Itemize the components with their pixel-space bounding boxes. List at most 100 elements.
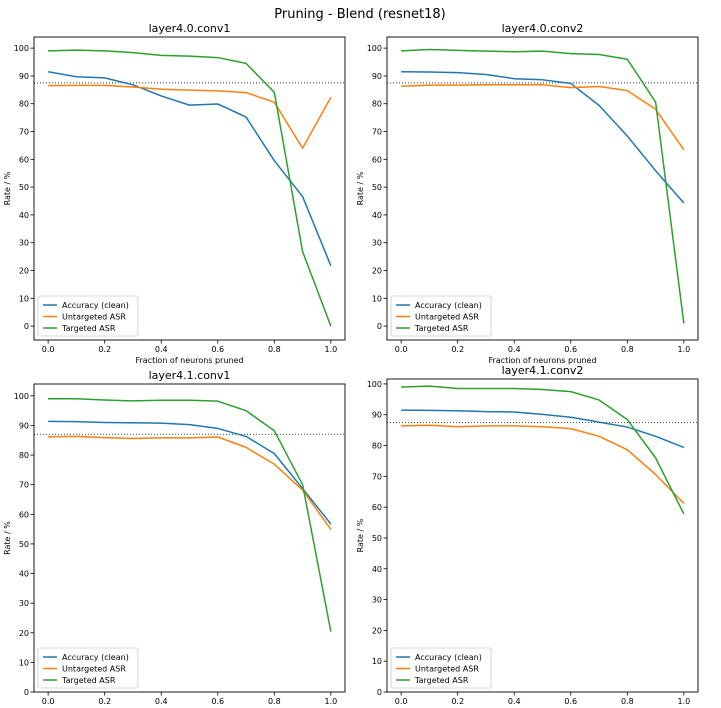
legend-entry: Targeted ASR [61, 676, 116, 685]
legend-box [390, 647, 492, 689]
y-tick-label: 20 [372, 267, 382, 276]
legend-entry: Untargeted ASR [415, 665, 479, 674]
x-tick-label: 0.2 [451, 345, 464, 354]
chart-panel-4: layer4.1.conv2 0.0 0.2 0.4 0.6 0.8 1.0 0 10 20 30 4… [356, 364, 699, 706]
series-line-3 [401, 385, 685, 515]
y-tick-label: 10 [19, 294, 29, 303]
legend-entry: Targeted ASR [414, 676, 469, 685]
y-tick-label: 70 [19, 481, 29, 490]
y-tick-label: 70 [372, 472, 382, 481]
legend-entry: Targeted ASR [414, 324, 469, 333]
legend-box [37, 295, 139, 337]
x-tick-label: 0.6 [211, 697, 224, 706]
axes-frame [33, 383, 346, 693]
chart-title: layer4.0.conv2 [502, 22, 584, 35]
y-tick-label: 60 [19, 155, 29, 164]
y-tick-label: 80 [19, 451, 29, 460]
y-tick-label: 40 [372, 211, 382, 220]
y-tick-label: 60 [19, 510, 29, 519]
x-tick-label: 0.6 [211, 345, 224, 354]
axes-frame [386, 378, 699, 693]
series-line-2 [48, 435, 332, 530]
legend-box [37, 647, 139, 689]
y-tick-label: 0 [24, 322, 29, 331]
x-axis-label: Fraction of neurons pruned [135, 356, 243, 365]
y-tick-label: 50 [19, 540, 29, 549]
y-tick-label: 30 [19, 239, 29, 248]
x-axis-label: Fraction of neurons pruned [488, 356, 596, 365]
y-tick-label: 10 [372, 294, 382, 303]
y-axis-label: Rate / % [356, 518, 365, 552]
series-line-3 [48, 398, 332, 632]
legend: Accuracy (clean) Untargeted ASR Targeted A… [390, 647, 492, 689]
x-tick-label: 0.6 [564, 697, 577, 706]
series-line-3 [401, 48, 685, 324]
y-axis-label: Rate / % [356, 171, 365, 205]
series-line-3 [48, 49, 332, 327]
chart-panel-1: layer4.0.conv1 0.0 0.2 0.4 0.6 0.8 1.0 0 10 20 30 4… [3, 22, 346, 365]
y-tick-label: 30 [372, 239, 382, 248]
x-tick-label: 1.0 [677, 345, 690, 354]
x-tick-label: 1.0 [324, 345, 337, 354]
y-tick-label: 70 [372, 128, 382, 137]
legend: Accuracy (clean) Untargeted ASR Targeted A… [390, 295, 492, 337]
x-tick-label: 0.6 [564, 345, 577, 354]
x-tick-label: 0.4 [508, 697, 521, 706]
figure-title: Pruning - Blend (resnet18) [274, 7, 446, 22]
legend-entry: Untargeted ASR [415, 313, 479, 322]
x-tick-label: 0.8 [621, 697, 634, 706]
legend-entry: Accuracy (clean) [62, 301, 129, 310]
x-tick-label: 0.4 [155, 345, 168, 354]
x-tick-label: 0.2 [451, 697, 464, 706]
x-tick-label: 0.0 [395, 697, 408, 706]
y-tick-label: 0 [24, 688, 29, 697]
chart-title: layer4.0.conv1 [149, 22, 231, 35]
y-tick-label: 70 [19, 128, 29, 137]
x-tick-label: 1.0 [677, 697, 690, 706]
series-line-1 [48, 71, 332, 267]
y-tick-label: 90 [372, 411, 382, 420]
legend-entry: Targeted ASR [61, 324, 116, 333]
y-tick-label: 80 [372, 100, 382, 109]
y-tick-label: 20 [19, 267, 29, 276]
legend: Accuracy (clean) Untargeted ASR Targeted A… [37, 295, 139, 337]
x-tick-label: 0.8 [268, 697, 281, 706]
axes-frame [386, 36, 699, 341]
y-tick-label: 40 [19, 211, 29, 220]
y-tick-label: 40 [19, 570, 29, 579]
y-tick-label: 80 [372, 442, 382, 451]
y-tick-label: 100 [367, 44, 382, 53]
x-tick-label: 0.0 [395, 345, 408, 354]
y-tick-label: 40 [372, 565, 382, 574]
y-tick-label: 0 [377, 322, 382, 331]
y-tick-label: 100 [14, 392, 29, 401]
y-tick-label: 50 [19, 183, 29, 192]
legend: Accuracy (clean) Untargeted ASR Targeted A… [37, 647, 139, 689]
y-axis-label: Rate / % [3, 521, 12, 555]
x-tick-label: 0.4 [508, 345, 521, 354]
legend-box [390, 295, 492, 337]
y-tick-label: 30 [372, 596, 382, 605]
x-tick-label: 0.2 [98, 345, 111, 354]
y-tick-label: 60 [372, 503, 382, 512]
series-line-2 [401, 84, 685, 151]
y-tick-label: 90 [19, 421, 29, 430]
y-tick-label: 10 [372, 657, 382, 666]
y-tick-label: 90 [19, 72, 29, 81]
chart-panel-3: layer4.1.conv1 0.0 0.2 0.4 0.6 0.8 1.0 0 10 20 30 4… [3, 369, 346, 706]
y-tick-label: 90 [372, 72, 382, 81]
y-tick-label: 100 [14, 44, 29, 53]
x-tick-label: 0.8 [621, 345, 634, 354]
y-axis-label: Rate / % [3, 171, 12, 205]
y-tick-label: 0 [377, 688, 382, 697]
legend-entry: Accuracy (clean) [415, 653, 482, 662]
series-line-1 [401, 71, 685, 204]
x-tick-label: 0.4 [155, 697, 168, 706]
chart-title: layer4.1.conv2 [502, 364, 584, 377]
x-tick-label: 0.0 [42, 345, 55, 354]
series-line-1 [48, 420, 332, 525]
y-tick-label: 60 [372, 155, 382, 164]
chart-title: layer4.1.conv1 [149, 369, 231, 382]
legend-entry: Accuracy (clean) [62, 653, 129, 662]
y-tick-label: 20 [19, 629, 29, 638]
